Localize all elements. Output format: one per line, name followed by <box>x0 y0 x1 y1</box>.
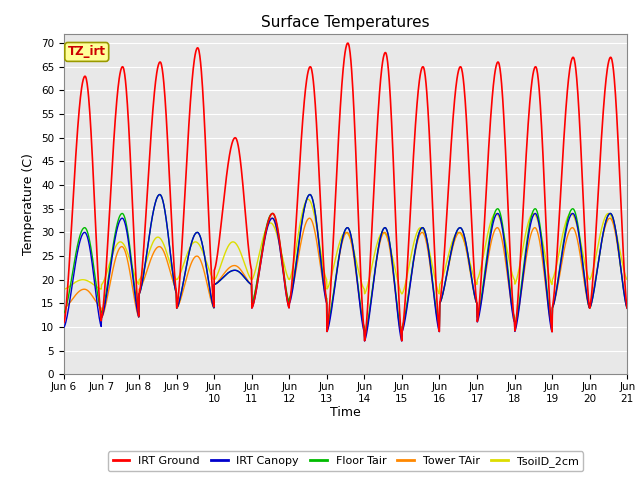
Title: Surface Temperatures: Surface Temperatures <box>261 15 430 30</box>
X-axis label: Time: Time <box>330 407 361 420</box>
Y-axis label: Temperature (C): Temperature (C) <box>22 153 35 255</box>
Legend: IRT Ground, IRT Canopy, Floor Tair, Tower TAir, TsoilD_2cm: IRT Ground, IRT Canopy, Floor Tair, Towe… <box>108 451 583 471</box>
Text: TZ_irt: TZ_irt <box>68 46 106 59</box>
